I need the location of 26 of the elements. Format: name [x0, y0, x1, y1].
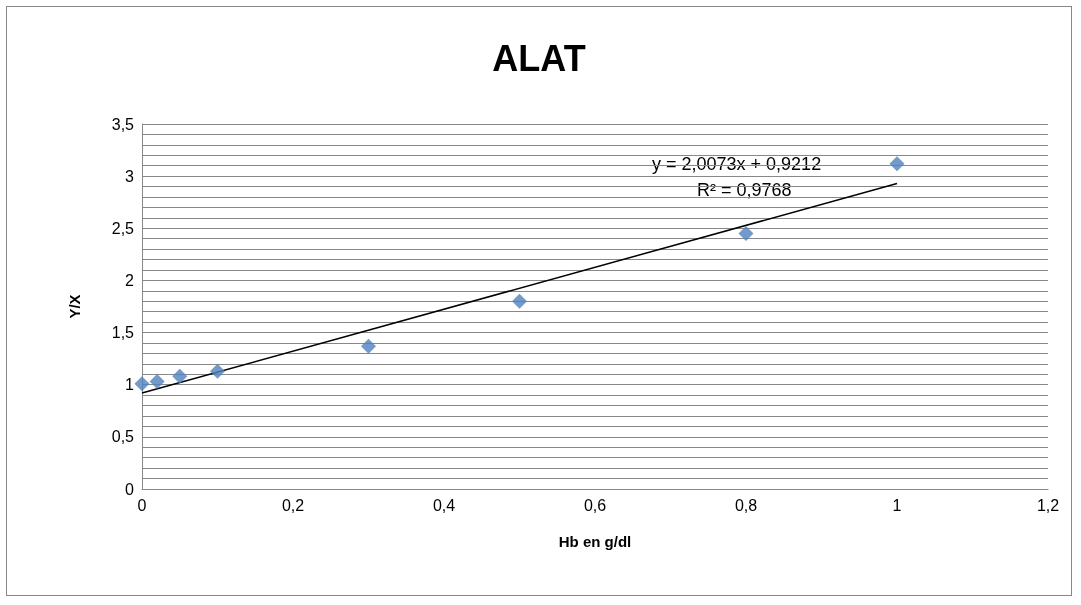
x-tick-label: 0,8: [734, 496, 758, 514]
point: [361, 338, 376, 354]
chart-title: ALAT: [492, 37, 586, 79]
x-tick-label: 0: [137, 496, 147, 514]
y-tick-label: 0: [125, 480, 135, 498]
point: [134, 376, 150, 392]
y-axis-title: Y/X: [66, 294, 83, 319]
y-tick-label: 2,5: [111, 219, 135, 237]
y-tick-label: 3,5: [111, 115, 135, 133]
y-tick-label: 0,5: [111, 428, 135, 446]
x-tick-label: 1,2: [1036, 496, 1060, 514]
y-tick-label: 1,5: [111, 324, 135, 342]
point: [889, 156, 905, 172]
x-tick-label: 0,4: [432, 496, 456, 514]
point: [149, 374, 165, 390]
point: [738, 226, 754, 241]
x-tick-label: 0,2: [281, 496, 305, 514]
y-tick-label: 1: [125, 376, 135, 394]
x-tick-label: 0,6: [583, 496, 607, 514]
x-tick-label: 1: [892, 496, 902, 514]
y-tick-label: 2: [125, 271, 135, 289]
point: [210, 363, 225, 379]
point: [512, 293, 527, 309]
x-axis-title: Hb en g/dl: [558, 533, 632, 550]
y-tick-label: 3: [125, 167, 135, 185]
point: [172, 368, 188, 384]
